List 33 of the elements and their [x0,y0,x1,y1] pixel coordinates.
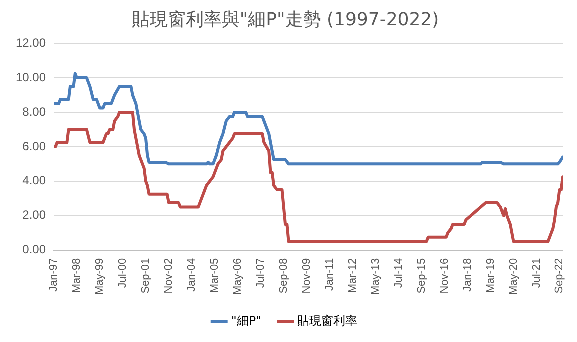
x-tick-label: Mar-05 [208,258,221,294]
x-tick-label: Sep-22 [554,258,566,294]
y-tick-label: 6.00 [22,139,46,154]
y-tick-label: 8.00 [22,104,46,119]
x-tick-label: Jan-11 [324,258,336,292]
x-tick-label: May-99 [94,258,106,296]
x-tick-label: Sep-01 [140,258,152,294]
chart-title: 貼現窗利率與"細P"走勢 (1997-2022) [132,9,440,30]
x-tick-label: Nov-02 [162,258,175,294]
x-tick-label: Jul-07 [254,258,267,288]
x-tick-label: Mar-12 [346,258,359,294]
y-tick-label: 0.00 [22,242,46,257]
y-tick-label: 10.00 [16,70,46,84]
y-tick-label: 12.00 [16,36,46,50]
y-tick-label: 4.00 [22,174,46,188]
y-tick-label: 2.00 [22,208,46,222]
x-tick-label: Sep-08 [278,258,290,294]
x-tick-label: Jul-21 [530,258,543,288]
x-tick-label: Jan-04 [186,258,198,292]
x-tick-label: May-20 [508,258,520,296]
x-tick-label: Mar-98 [71,258,84,294]
x-tick-label: Nov-16 [438,258,451,294]
x-tick-label: Jan-97 [48,258,60,292]
x-tick-label: Mar-19 [484,258,497,294]
x-tick-label: Sep-15 [416,258,428,294]
x-tick-label: Jan-18 [462,258,474,292]
x-tick-label: May-06 [232,258,244,296]
legend-label: 貼現窗利率 [298,314,358,328]
x-tick-label: May-13 [370,258,382,296]
x-tick-label: Jul-14 [392,258,405,288]
x-tick-label: Jul-00 [117,258,130,288]
x-tick-label: Nov-09 [300,258,313,294]
legend-label: "細P" [231,314,262,328]
